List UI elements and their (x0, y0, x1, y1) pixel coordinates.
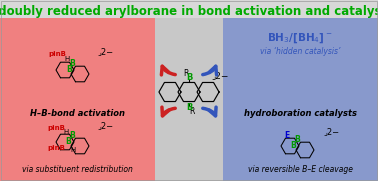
FancyBboxPatch shape (155, 18, 223, 181)
Text: A doubly reduced arylborane in bond activation and catalysis: A doubly reduced arylborane in bond acti… (0, 5, 378, 18)
Text: H: H (64, 129, 69, 135)
Text: R: R (183, 68, 189, 77)
Text: via reversible B–E cleavage: via reversible B–E cleavage (248, 165, 353, 174)
Text: B: B (186, 102, 192, 111)
Text: pinB: pinB (48, 51, 66, 57)
Text: BH$_3$/[BH$_4$]$^-$: BH$_3$/[BH$_4$]$^-$ (267, 31, 333, 45)
Text: B: B (186, 73, 192, 81)
Text: pinB: pinB (47, 125, 65, 131)
Text: H–B-bond activation: H–B-bond activation (29, 108, 124, 117)
FancyBboxPatch shape (223, 18, 378, 181)
FancyBboxPatch shape (0, 18, 155, 181)
Text: B: B (65, 138, 71, 146)
Text: B: B (66, 66, 72, 75)
Text: ⌟2−: ⌟2− (97, 47, 113, 56)
Text: pinB: pinB (47, 145, 65, 151)
Text: H: H (64, 56, 70, 62)
Text: H: H (70, 147, 76, 153)
Text: ⌟2−: ⌟2− (323, 127, 339, 136)
Text: via substituent redistribution: via substituent redistribution (22, 165, 132, 174)
Text: ⌟2−: ⌟2− (211, 71, 228, 81)
FancyBboxPatch shape (0, 0, 378, 18)
Text: B: B (294, 136, 300, 144)
Text: R: R (189, 106, 195, 115)
Text: B: B (290, 142, 296, 150)
Text: E: E (284, 131, 290, 140)
Text: via ‘hidden catalysis’: via ‘hidden catalysis’ (260, 47, 340, 56)
Text: hydroboration catalysts: hydroboration catalysts (243, 108, 356, 117)
Text: ⌟2−: ⌟2− (97, 121, 113, 131)
Text: B: B (69, 60, 75, 68)
Text: B: B (69, 132, 75, 140)
